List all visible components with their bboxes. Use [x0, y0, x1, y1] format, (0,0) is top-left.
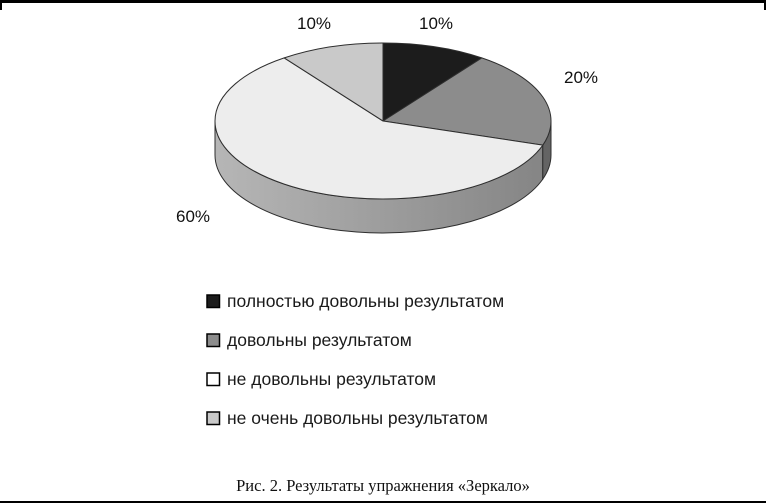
percent-label-top-left: 10%	[297, 14, 332, 33]
pie-slice-satisfied	[382, 57, 552, 146]
legend-label: довольны результатом	[227, 329, 412, 350]
border-tick-right	[764, 3, 766, 10]
legend-item: не довольны результатом	[206, 367, 504, 391]
legend-label: не довольны результатом	[227, 368, 437, 389]
legend-swatch-icon	[206, 293, 221, 308]
legend-item: не очень довольны результатом	[206, 406, 504, 430]
legend-item: полностью довольны результатом	[206, 289, 504, 313]
legend-label: не очень довольны результатом	[227, 407, 488, 428]
legend-swatch-icon	[206, 332, 221, 347]
legend-item: довольны результатом	[206, 328, 504, 352]
pie-chart-area: 10% 10% 20% 60%	[0, 3, 766, 248]
pie-slice-not-satisfied	[214, 57, 544, 200]
chart-legend: полностью довольны результатом довольны …	[206, 289, 504, 445]
border-tick-left	[0, 3, 2, 10]
legend-label: полностью довольны результатом	[227, 290, 505, 311]
pie-chart	[214, 42, 552, 234]
legend-swatch-icon	[206, 410, 221, 425]
percent-label-right: 20%	[564, 68, 599, 87]
pie-slice-not-very-satisfied	[283, 42, 384, 122]
percent-label-left: 60%	[176, 207, 211, 226]
percent-label-top-right: 10%	[419, 14, 454, 33]
figure-caption: Рис. 2. Результаты упражнения «Зеркало»	[236, 476, 530, 495]
pie-slice-fully-satisfied	[382, 42, 483, 122]
legend-swatch-icon	[206, 371, 221, 386]
